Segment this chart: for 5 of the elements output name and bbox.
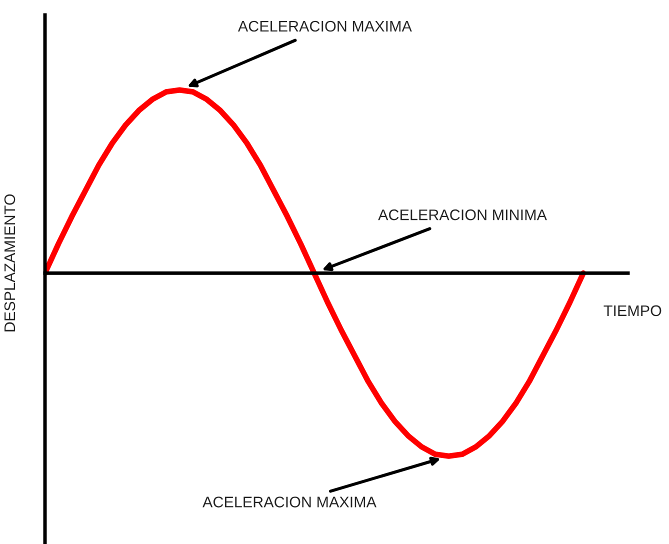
text: ACELERACION MAXIMA (238, 20, 412, 32)
x-axis-title: TIEMPO (604, 305, 662, 316)
annotation: ACELERACION MINIMA (378, 209, 547, 220)
text: ACELERACION MAXIMA (202, 496, 376, 508)
y-axis-title: DESPLAZAMIENTO (4, 194, 16, 332)
